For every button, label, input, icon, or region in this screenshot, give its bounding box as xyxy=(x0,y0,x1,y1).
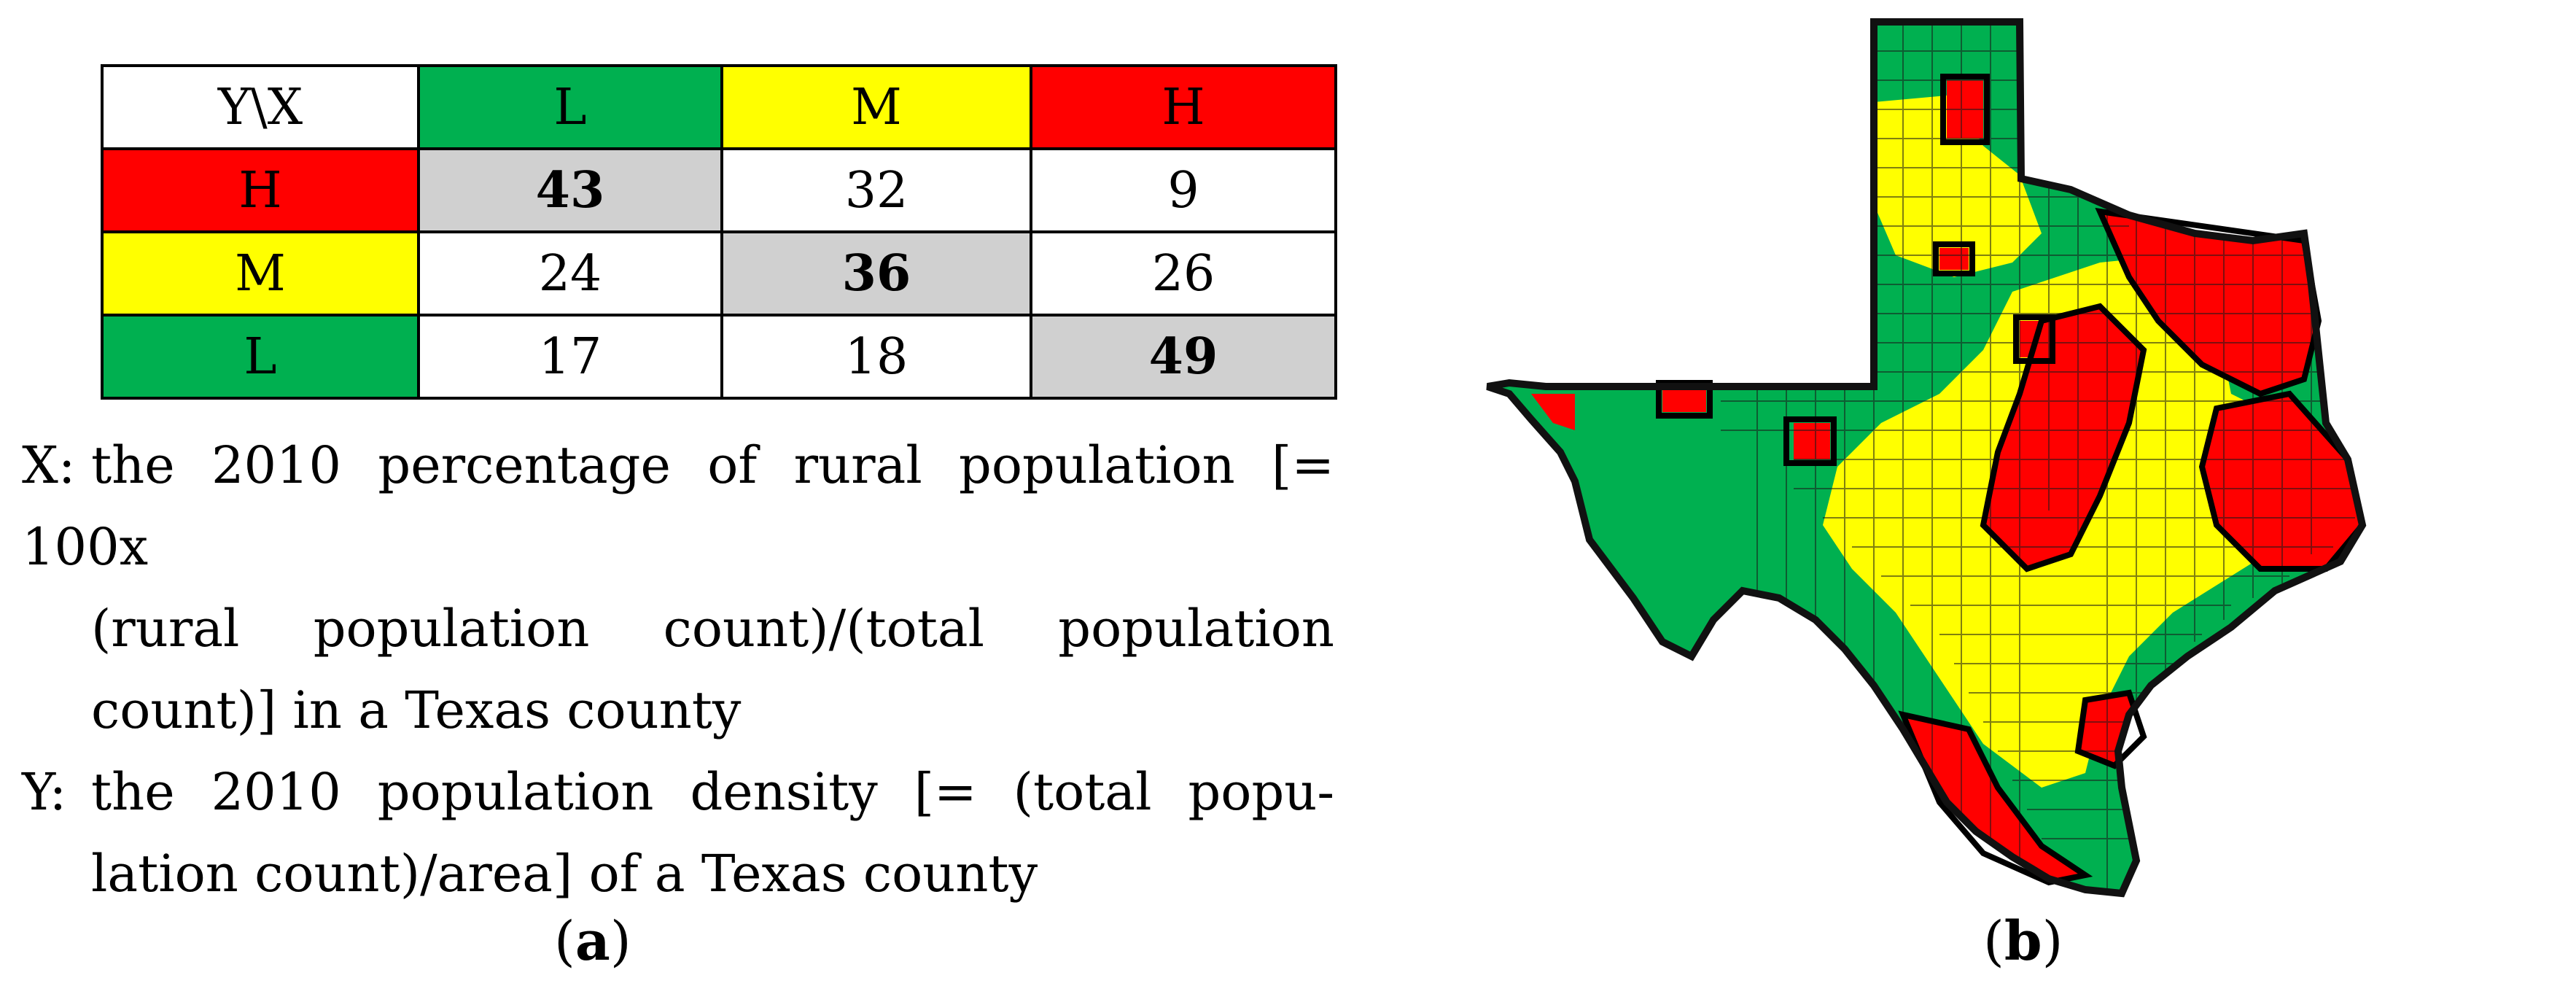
red-central-box xyxy=(1794,423,1830,459)
row-header-m: M xyxy=(101,230,420,317)
table-header-row: Y\X L M H xyxy=(101,64,1337,150)
texas-outline xyxy=(1486,18,2367,898)
county-grid-lines xyxy=(1721,22,2355,890)
note-y-line-2: lation count)/area] of a Texas county xyxy=(91,844,1038,904)
red-panhandle-box-2 xyxy=(1939,248,1969,270)
crosstab-table: Y\X L M H H 43 32 9 M 24 36 26 L 17 18 4… xyxy=(101,64,1337,400)
variable-notes: X: the 2010 percentage of rural populati… xyxy=(22,424,1334,915)
row-header-l: L xyxy=(101,314,420,400)
panel-label-b-letter: b xyxy=(2004,910,2042,973)
table-cell: 26 xyxy=(1030,230,1337,317)
red-south-region xyxy=(1903,715,2085,882)
note-x-line-2: (rural population count)/(total populati… xyxy=(91,599,1334,659)
row-header-h: H xyxy=(101,147,420,233)
red-westcentral-box xyxy=(1662,387,1706,412)
table-cell: 36 xyxy=(720,230,1032,317)
outline-panhandle-box-2 xyxy=(1933,241,1975,276)
table-cell: 9 xyxy=(1030,147,1337,233)
note-x-line-3: count)] in a Texas county xyxy=(91,680,742,740)
outline-central-box xyxy=(1783,416,1837,466)
table-cell: 24 xyxy=(417,230,723,317)
panel-a: Y\X L M H H 43 32 9 M 24 36 26 L 17 18 4… xyxy=(22,64,1337,915)
table-row-l: L 17 18 49 xyxy=(101,314,1337,400)
note-y-line-1: the 2010 population density [= (total po… xyxy=(91,762,1334,822)
note-x-line-1: the 2010 percentage of rural population … xyxy=(22,435,1334,577)
table-row-h: H 43 32 9 xyxy=(101,147,1337,233)
yellow-panhandle-band xyxy=(1874,95,2042,277)
panel-label-b: (b) xyxy=(1983,910,2063,973)
outline-coastal-cluster xyxy=(2074,689,2147,769)
column-header-m: M xyxy=(720,64,1032,150)
outline-panhandle-box xyxy=(1940,74,1990,145)
red-east-region xyxy=(2100,211,2319,394)
outline-south-cluster xyxy=(1898,710,2093,886)
texas-county-map xyxy=(1486,18,2367,898)
note-x: X: the 2010 percentage of rural populati… xyxy=(22,424,1334,751)
table-cell: 43 xyxy=(417,147,723,233)
outline-north-box xyxy=(2013,314,2055,364)
outline-corridor-cluster xyxy=(1980,303,2147,572)
note-x-label: X: xyxy=(22,435,76,495)
note-y: Y: the 2010 population density [= (total… xyxy=(22,751,1334,915)
panel-b xyxy=(1480,15,2574,904)
table-cell: 17 xyxy=(417,314,723,400)
panel-label-a-letter: a xyxy=(575,910,610,973)
column-header-h: H xyxy=(1030,64,1337,150)
panel-label-a: (a) xyxy=(554,910,631,973)
corner-cell: Y\X xyxy=(101,64,420,150)
note-y-label: Y: xyxy=(22,762,67,822)
table-cell: 18 xyxy=(720,314,1032,400)
table-row-m: M 24 36 26 xyxy=(101,230,1337,317)
table-cell: 32 xyxy=(720,147,1032,233)
table-cell: 49 xyxy=(1030,314,1337,400)
column-header-l: L xyxy=(417,64,723,150)
red-westtip xyxy=(1531,394,1575,430)
